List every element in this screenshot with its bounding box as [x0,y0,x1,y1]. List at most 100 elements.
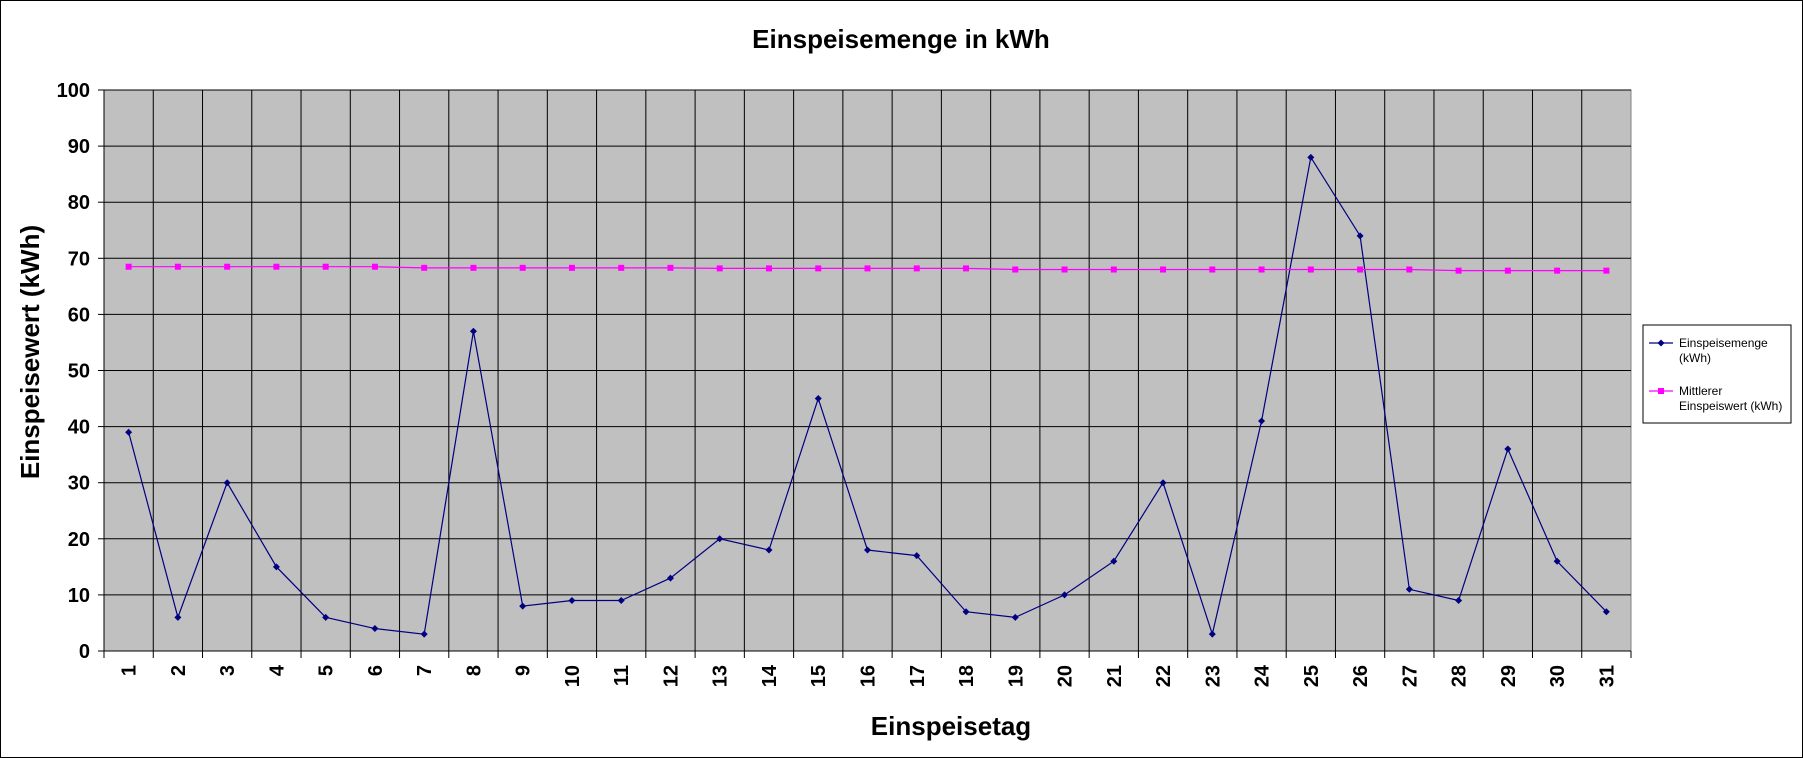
series-1-point [519,602,527,610]
series-1-point [1553,557,1561,565]
series-1-point [1258,417,1266,425]
series-1-point [1011,613,1019,621]
legend-box [1642,324,1792,424]
y-tick-label: 40 [68,417,90,439]
y-tick-label: 30 [68,473,90,495]
series-1-point [1602,608,1610,616]
x-axis-title: Einspeisetag [871,711,1031,741]
x-tick-label: 15 [808,665,830,687]
legend-marker-2 [1658,388,1664,394]
series-2-point [568,264,575,271]
series-1-point [322,613,330,621]
series-2-point [815,265,822,272]
legend-label-2: Mittlerer [1679,384,1722,398]
series-2-point [174,263,181,270]
series-1-point [864,546,871,554]
series-1-point [814,395,822,403]
series-1-point [617,597,625,605]
series-1-point [125,428,133,436]
x-tick-label: 29 [1498,665,1520,687]
x-tick-label: 14 [759,664,781,687]
series-1-point [1110,557,1118,565]
x-tick-label: 9 [513,665,535,676]
series-2-point [1406,266,1413,273]
series-2-point [1258,266,1265,273]
x-tick-label: 21 [1104,665,1126,687]
x-tick-label: 28 [1449,665,1471,687]
series-2-point [1012,266,1019,273]
series-2-point [1455,267,1462,274]
legend-label-1: Einspeisemenge [1679,336,1768,350]
x-tick-label: 23 [1202,665,1224,687]
series-2-point [1357,266,1364,273]
series-2-point [1110,266,1117,273]
legend-marker-1 [1657,339,1665,347]
x-tick-label: 16 [858,665,880,687]
series-2-point [125,263,132,270]
series-1-point [962,608,970,616]
x-tick-label: 30 [1547,665,1569,687]
series-2-point [913,265,920,272]
series-1-point [1356,232,1364,240]
y-tick-labels: 0 10 20 30 40 50 60 70 80 90 100 [57,80,90,663]
series-2-point [1603,267,1610,274]
series-2-point [716,265,723,272]
series-1-point [765,546,773,554]
x-tick-label: 26 [1350,665,1372,687]
series-2-point [322,263,329,270]
x-tick-label: 4 [266,664,288,676]
x-tick-label: 31 [1596,665,1618,687]
y-tick-label: 100 [57,80,90,102]
series-1-point [420,630,428,638]
y-tick-label: 70 [68,248,90,270]
y-tick-label: 10 [68,585,90,607]
series-1-point [469,327,477,335]
series-1-point [1504,445,1512,453]
x-tick-label: 10 [562,665,584,687]
series-2-point [667,264,674,271]
series-1-point [1455,597,1463,605]
y-tick-label: 50 [68,361,90,383]
series-1-point [1405,585,1413,593]
x-tick-label: 17 [907,665,929,687]
x-tick-label: 6 [365,665,387,676]
x-tick-label: 11 [611,665,633,686]
x-tick-label: 19 [1005,665,1027,687]
series-2-point [618,264,625,271]
series-1-point [371,625,379,633]
series-2-point [470,264,477,271]
series-2-point [1554,267,1561,274]
y-tick-label: 80 [68,192,90,214]
x-tick-label: 27 [1399,665,1421,687]
legend-label-2: Einspeiswert (kWh) [1679,399,1782,413]
x-tick-label: 12 [660,665,682,687]
x-tick-label: 7 [414,665,436,676]
series-2-point [1160,266,1167,273]
series-1-point [666,574,674,582]
y-tick-label: 90 [68,136,90,158]
x-tick-label: 24 [1252,664,1274,687]
x-tick-label: 22 [1153,665,1175,687]
axes [98,89,1632,658]
y-tick-label: 0 [79,641,90,663]
series-1-point [716,535,724,543]
series-1-point [1159,479,1167,487]
series-1-point [913,552,921,560]
series-2-point [1307,266,1314,273]
x-tick-label: 8 [463,665,485,676]
series-2-point [1209,266,1216,273]
series-2-point [765,265,772,272]
legend-label-1: (kWh) [1679,351,1711,365]
x-tick-label: 20 [1055,665,1077,687]
series-2-point [273,263,280,270]
x-tick-label: 2 [168,665,190,676]
x-tick-labels: 1 2 3 4 5 6 7 8 9 10 11 12 13 14 15 16 17 18 19 20 21 22 23 24 2… [119,664,1619,687]
series-1-point [1061,591,1069,599]
x-tick-label: 25 [1301,665,1323,687]
x-tick-label: 13 [710,665,732,687]
chart-title: Einspeisemenge in kWh [752,24,1050,54]
series-1-point [272,563,280,571]
series-2-point [421,264,428,271]
